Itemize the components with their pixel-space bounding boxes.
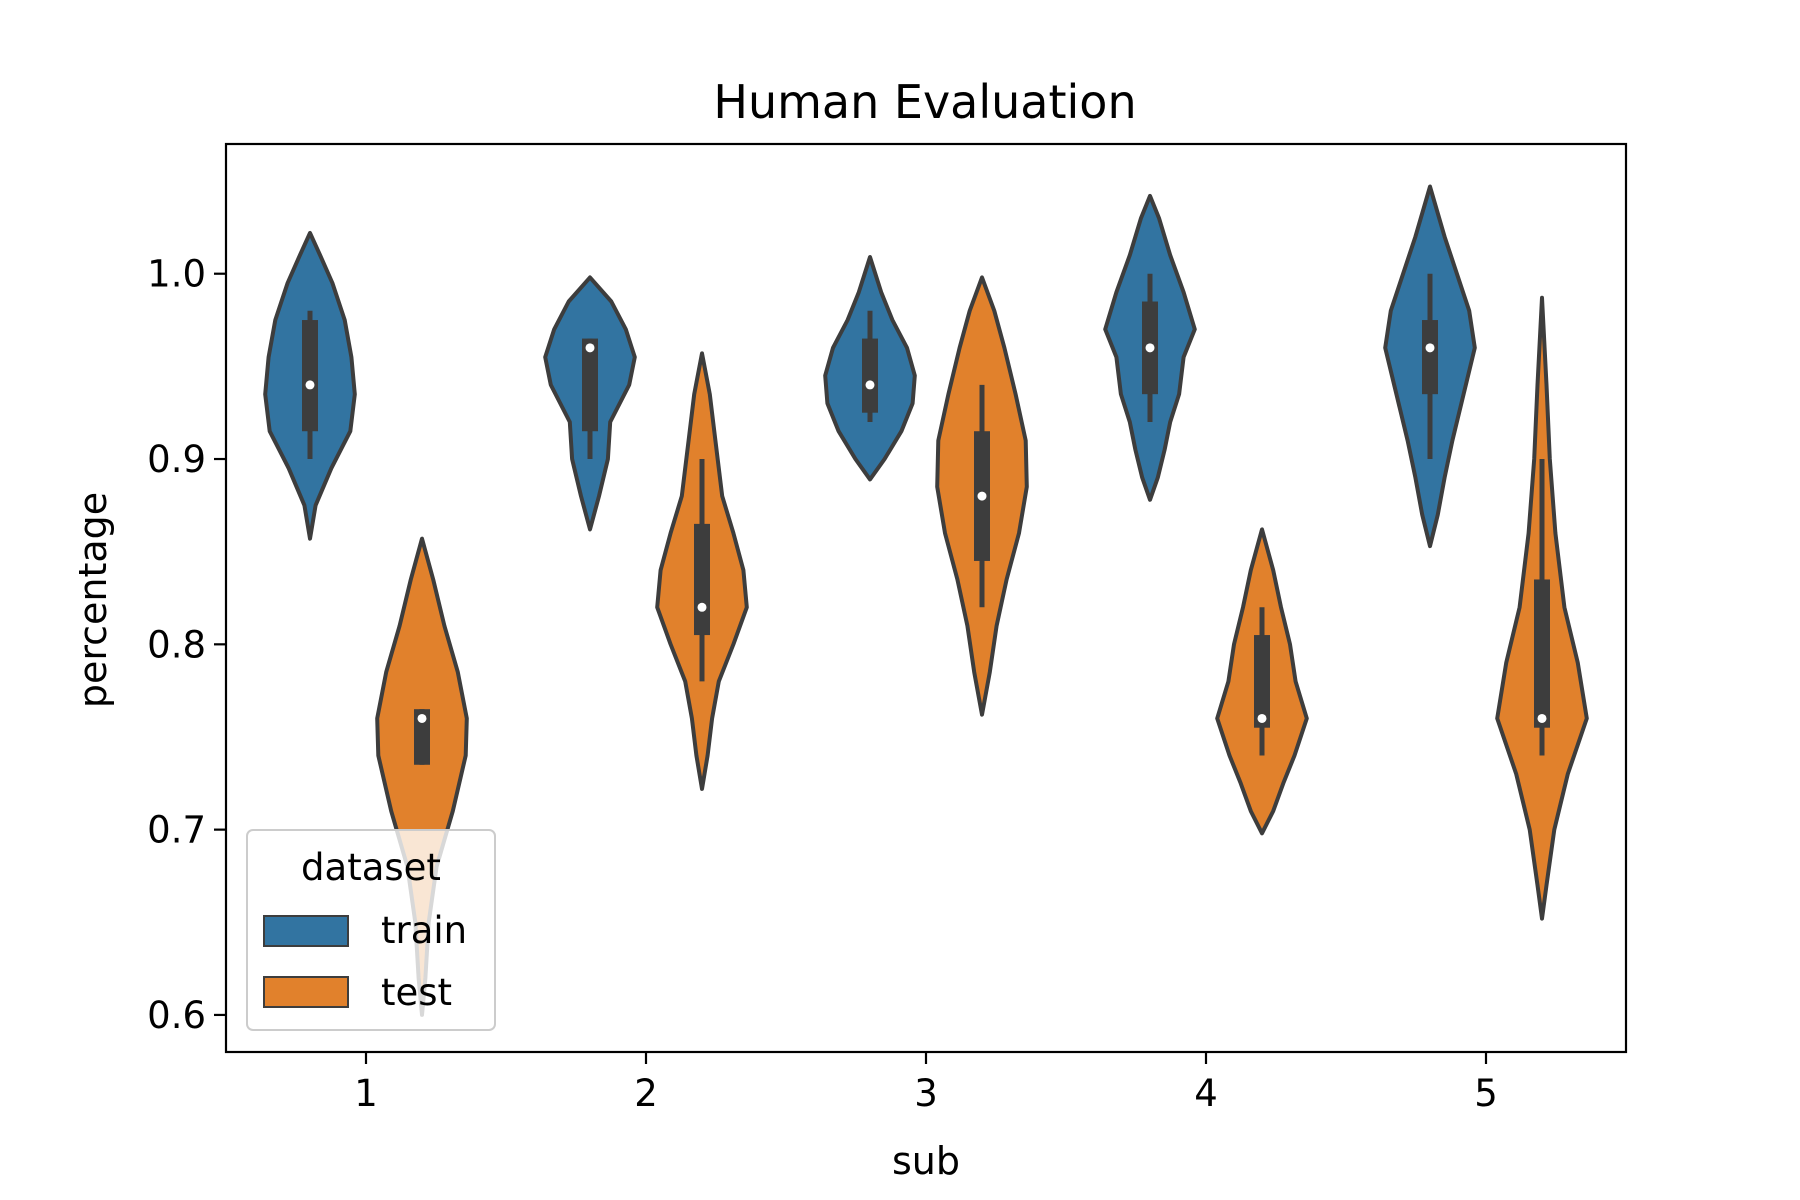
y-axis-label: percentage <box>71 492 115 708</box>
violin-iqr-box <box>302 320 318 432</box>
violin-train-5 <box>1383 184 1477 549</box>
axis-ticks: 1 2 3 4 5 0.6 0.7 0.8 0.9 1.0 <box>147 253 1498 1115</box>
violin-median-dot <box>1257 713 1267 723</box>
y-tick-label: 1.0 <box>147 253 206 296</box>
violin-median-dot <box>1537 713 1547 723</box>
x-tick-label: 3 <box>914 1072 938 1115</box>
legend: dataset train test <box>246 829 496 1031</box>
violin-train-3 <box>823 255 917 482</box>
violin-train-1 <box>263 230 357 541</box>
violin-median-dot <box>305 380 315 390</box>
violins-layer <box>263 184 1589 1017</box>
chart-title: Human Evaluation <box>713 75 1136 129</box>
x-tick-label: 2 <box>634 1072 658 1115</box>
x-axis-label: sub <box>892 1139 960 1183</box>
x-tick-label: 1 <box>354 1072 378 1115</box>
violin-median-dot <box>697 602 707 612</box>
violin-iqr-box <box>1534 579 1550 728</box>
violin-iqr-box <box>582 338 598 432</box>
violin-median-dot <box>585 343 595 353</box>
legend-swatch-test <box>263 976 349 1008</box>
y-tick-label: 0.7 <box>147 809 206 852</box>
violin-iqr-box <box>414 709 430 765</box>
y-tick-label: 0.6 <box>147 994 206 1037</box>
violin-iqr-box <box>1254 635 1270 728</box>
violin-iqr-box <box>862 338 878 413</box>
violin-train-4 <box>1103 193 1197 502</box>
violin-median-dot <box>977 491 987 501</box>
violin-median-dot <box>1425 343 1435 353</box>
violin-iqr-box <box>1422 320 1438 395</box>
violin-median-dot <box>1145 343 1155 353</box>
violin-train-2 <box>543 275 637 532</box>
legend-label-test: test <box>381 971 452 1014</box>
violin-test-5 <box>1495 295 1589 921</box>
x-tick-label: 5 <box>1474 1072 1498 1115</box>
violin-test-4 <box>1215 527 1309 836</box>
x-tick-label: 4 <box>1194 1072 1218 1115</box>
y-tick-label: 0.9 <box>147 438 206 481</box>
violin-median-dot <box>865 380 875 390</box>
violin-median-dot <box>417 713 427 723</box>
violin-test-3 <box>935 275 1029 717</box>
legend-label-train: train <box>381 909 467 952</box>
legend-swatch-train <box>263 915 349 947</box>
violin-iqr-box <box>694 523 710 636</box>
violin-test-2 <box>655 351 749 791</box>
y-tick-label: 0.8 <box>147 623 206 666</box>
legend-title: dataset <box>301 846 441 889</box>
